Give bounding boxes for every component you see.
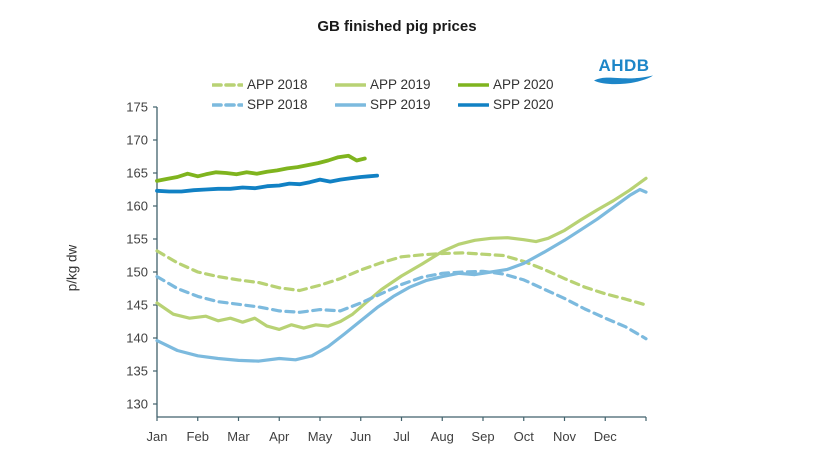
legend-swatch-spp-2019 bbox=[335, 102, 366, 107]
legend-item-app-2018: APP 2018 bbox=[212, 75, 335, 94]
y-tick-label: 140 bbox=[126, 331, 148, 346]
y-tick-label: 155 bbox=[126, 232, 148, 247]
series-line-spp-2019 bbox=[155, 187, 648, 363]
series-line-app-2019 bbox=[155, 176, 648, 331]
chart-legend: APP 2018 APP 2019 APP 2020 SPP 2018 SPP 2019… bbox=[212, 75, 581, 114]
x-tick-label: Oct bbox=[514, 429, 535, 444]
x-tick-label: Mar bbox=[227, 429, 250, 444]
legend-swatch-app-2018 bbox=[212, 82, 243, 87]
x-tick-label: May bbox=[308, 429, 333, 444]
legend-item-spp-2020: SPP 2020 bbox=[458, 95, 581, 114]
legend-item-spp-2018: SPP 2018 bbox=[212, 95, 335, 114]
legend-item-spp-2019: SPP 2019 bbox=[335, 95, 458, 114]
legend-item-app-2020: APP 2020 bbox=[458, 75, 581, 94]
x-tick-label: Dec bbox=[594, 429, 618, 444]
x-tick-label: Apr bbox=[269, 429, 290, 444]
x-tick-label: Aug bbox=[431, 429, 454, 444]
ahdb-logo-wave-icon bbox=[594, 75, 653, 85]
y-tick-label: 165 bbox=[126, 166, 148, 181]
y-tick-label: 175 bbox=[126, 100, 148, 115]
series-line-app-2018 bbox=[155, 249, 648, 307]
y-tick-label: 150 bbox=[126, 265, 148, 280]
legend-swatch-spp-2018 bbox=[212, 102, 243, 107]
legend-swatch-app-2020 bbox=[458, 82, 489, 87]
y-tick-label: 160 bbox=[126, 199, 148, 214]
legend-swatch-spp-2020 bbox=[458, 102, 489, 107]
y-tick-label: 130 bbox=[126, 397, 148, 412]
y-tick-label: 135 bbox=[126, 364, 148, 379]
legend-label-spp-2020: SPP 2020 bbox=[493, 97, 554, 112]
x-tick-label: Jan bbox=[147, 429, 168, 444]
y-tick-label: 145 bbox=[126, 298, 148, 313]
legend-label-app-2020: APP 2020 bbox=[493, 77, 554, 92]
legend-label-spp-2019: SPP 2019 bbox=[370, 97, 431, 112]
series-line-spp-2018 bbox=[155, 269, 648, 341]
x-tick-label: Jul bbox=[393, 429, 410, 444]
x-tick-label: Sep bbox=[471, 429, 494, 444]
series-line-app-2020 bbox=[155, 153, 367, 183]
ahdb-logo-text: AHDB bbox=[598, 56, 650, 75]
ahdb-logo: AHDB bbox=[592, 57, 656, 87]
x-tick-label: Jun bbox=[350, 429, 371, 444]
legend-item-app-2019: APP 2019 bbox=[335, 75, 458, 94]
x-tick-label: Feb bbox=[187, 429, 209, 444]
legend-label-app-2018: APP 2018 bbox=[247, 77, 308, 92]
x-tick-label: Nov bbox=[553, 429, 577, 444]
series-line-spp-2020 bbox=[155, 173, 380, 194]
legend-label-app-2019: APP 2019 bbox=[370, 77, 431, 92]
legend-swatch-app-2019 bbox=[335, 82, 366, 87]
y-tick-label: 170 bbox=[126, 133, 148, 148]
chart-title: GB finished pig prices bbox=[317, 18, 477, 35]
legend-label-spp-2018: SPP 2018 bbox=[247, 97, 308, 112]
